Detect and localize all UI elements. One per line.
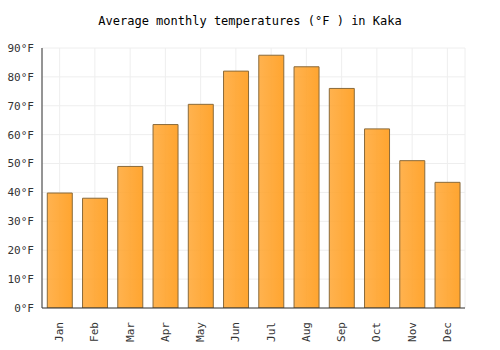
svg-text:70°F: 70°F xyxy=(8,100,34,113)
svg-text:Aug: Aug xyxy=(300,322,313,342)
svg-text:Jan: Jan xyxy=(53,322,66,342)
svg-text:Jul: Jul xyxy=(265,322,278,342)
svg-text:Jun: Jun xyxy=(229,322,242,342)
svg-text:0°F: 0°F xyxy=(14,302,34,315)
svg-text:Dec: Dec xyxy=(441,322,454,342)
svg-text:20°F: 20°F xyxy=(8,244,34,257)
svg-text:80°F: 80°F xyxy=(8,71,34,84)
svg-text:May: May xyxy=(194,322,207,342)
svg-text:30°F: 30°F xyxy=(8,215,34,228)
html-text:Average monthly temperatures (: Average monthly temperatures (°F ) in Ka… xyxy=(98,14,402,28)
svg-text:60°F: 60°F xyxy=(8,129,34,142)
svg-text:10°F: 10°F xyxy=(8,273,34,286)
svg-text:90°F: 90°F xyxy=(8,42,34,55)
svg-text:50°F: 50°F xyxy=(8,157,34,170)
svg-text:Nov: Nov xyxy=(406,322,419,342)
svg-text:Feb: Feb xyxy=(88,322,101,342)
svg-text:Apr: Apr xyxy=(159,322,172,342)
svg-text:40°F: 40°F xyxy=(8,186,34,199)
svg-text:Sep: Sep xyxy=(335,322,348,342)
svg-text:Oct: Oct xyxy=(370,322,383,342)
svg-text:Mar: Mar xyxy=(124,322,137,342)
